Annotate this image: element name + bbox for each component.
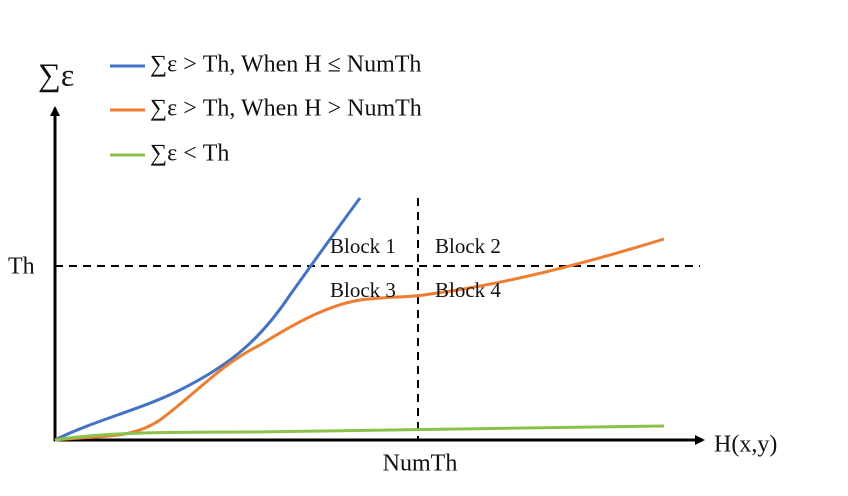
- block-label: Block 1: [330, 234, 396, 258]
- threshold-label: Th: [8, 254, 35, 280]
- block-label: Block 3: [330, 278, 396, 302]
- x-axis-label: H(x,y): [714, 432, 777, 458]
- legend-text: ∑ε < Th: [150, 141, 229, 167]
- block-label: Block 4: [435, 278, 501, 302]
- blue-curve: [54, 197, 362, 442]
- legend-text: ∑ε > Th, When H ≤ NumTh: [150, 52, 421, 78]
- y-axis-label: ∑ε: [38, 56, 74, 92]
- orange-curve: [54, 237, 665, 442]
- legend-text: ∑ε > Th, When H > NumTh: [150, 96, 422, 122]
- numth-label: NumTh: [383, 451, 458, 477]
- green-curve: [54, 424, 665, 442]
- block-label: Block 2: [435, 234, 501, 258]
